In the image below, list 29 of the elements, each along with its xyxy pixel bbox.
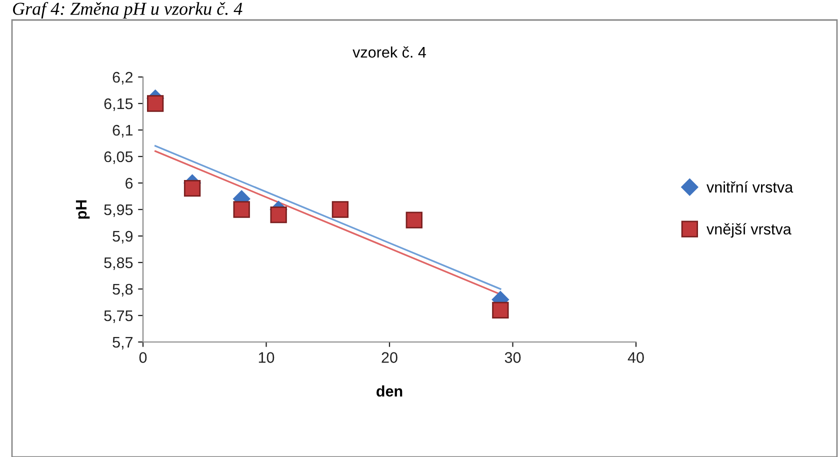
x-tick-label: 10 [258,352,274,363]
x-tick-label: 40 [628,352,644,363]
chart-title: vzorek č. 4 [352,46,426,58]
y-tick-label: 6,2 [112,72,133,84]
y-tick-label: 5,8 [112,284,133,296]
point [332,201,349,218]
legend-label: vnější vrstva [706,223,792,238]
y-tick-label: 5,9 [112,230,133,244]
point [146,95,164,112]
x-tick-label: 30 [504,352,521,363]
point [406,212,422,228]
point [492,302,509,319]
y-tick-label: 6,05 [104,151,133,164]
y-tick-label: 6,15 [104,98,133,111]
y-tick-label: 6 [126,178,133,189]
y-axis-title: pH [76,200,90,219]
y-tick-label: 5,95 [104,204,133,217]
x-tick-label: 20 [382,352,398,363]
point [233,201,250,218]
legend-label: vnitřní vrstva [706,181,794,193]
y-tick-label: 5,85 [104,257,133,270]
x-axis-title: den [376,385,402,397]
point [184,180,201,197]
y-tick-label: 5,75 [104,310,133,323]
y-tick-label: 6,1 [112,124,133,138]
y-tick-label: 5,7 [112,337,133,350]
x-tick-label: 0 [139,352,147,363]
point [270,206,287,224]
text: Graf 4: Změna pH u vzorku č. 4 [12,2,242,19]
